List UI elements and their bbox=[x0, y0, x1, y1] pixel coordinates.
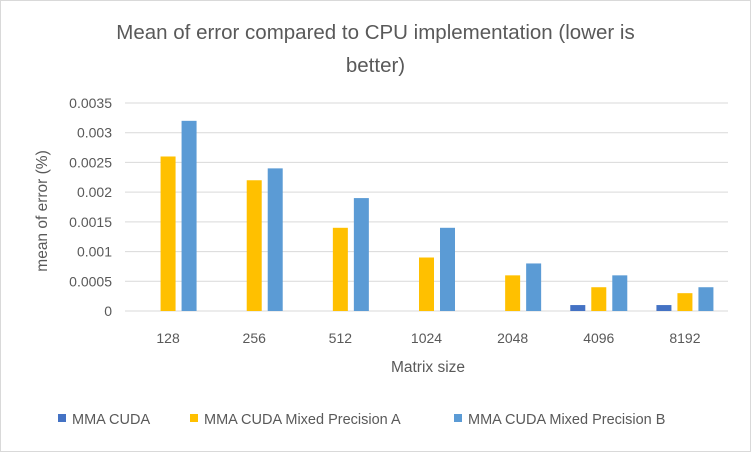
bar bbox=[698, 287, 714, 311]
bars bbox=[160, 120, 714, 311]
legend-label: MMA CUDA Mixed Precision A bbox=[204, 412, 401, 428]
bar bbox=[419, 257, 434, 311]
gridlines bbox=[125, 102, 728, 312]
bar bbox=[570, 305, 586, 311]
y-tick-label: 0.002 bbox=[77, 184, 112, 200]
bar bbox=[656, 305, 672, 311]
bar bbox=[160, 156, 176, 311]
x-tick-label: 1024 bbox=[411, 330, 442, 346]
chart-title-line-2: better) bbox=[345, 54, 406, 77]
y-tick-label: 0.0035 bbox=[69, 95, 112, 111]
bar bbox=[591, 287, 607, 311]
bar bbox=[332, 227, 348, 311]
bar bbox=[526, 263, 542, 311]
bar bbox=[677, 293, 693, 311]
bar bbox=[612, 275, 628, 311]
legend-swatch bbox=[190, 414, 198, 422]
y-tick-label: 0.0005 bbox=[69, 273, 112, 289]
bar bbox=[440, 227, 455, 311]
bar bbox=[246, 180, 262, 311]
x-tick-label: 256 bbox=[243, 330, 267, 346]
x-tick-label: 2048 bbox=[497, 330, 528, 346]
bar bbox=[353, 198, 369, 311]
bar bbox=[267, 168, 283, 311]
chart-title: Mean of error compared to CPU implementa… bbox=[60, 16, 691, 82]
legend-swatch bbox=[454, 414, 462, 422]
y-axis-title: mean of error (%) bbox=[34, 150, 51, 271]
y-tick-label: 0.003 bbox=[77, 125, 112, 141]
x-tick-label: 8192 bbox=[669, 330, 700, 346]
legend-label: MMA CUDA bbox=[72, 412, 150, 428]
legend-swatch bbox=[58, 414, 66, 422]
x-tick-label: 512 bbox=[329, 330, 353, 346]
y-tick-label: 0 bbox=[104, 303, 112, 319]
x-axis-ticks: 128 256 512 1024 2048 4096 8192 bbox=[156, 330, 700, 346]
legend-label: MMA CUDA Mixed Precision B bbox=[468, 412, 665, 428]
y-tick-label: 0.0025 bbox=[69, 154, 112, 170]
chart-title-line-1: Mean of error compared to CPU implementa… bbox=[116, 21, 635, 44]
y-tick-label: 0.001 bbox=[77, 244, 112, 260]
bar bbox=[181, 120, 197, 311]
legend: MMA CUDA MMA CUDA Mixed Precision A MMA CU… bbox=[58, 412, 665, 428]
x-tick-label: 128 bbox=[156, 330, 180, 346]
y-axis-ticks: 0 0.0005 0.001 0.0015 0.002 0.0025 0.003 0.0035 bbox=[69, 95, 112, 319]
y-tick-label: 0.0015 bbox=[69, 214, 112, 230]
x-axis-title: Matrix size bbox=[391, 359, 465, 376]
x-tick-label: 4096 bbox=[583, 330, 614, 346]
bar bbox=[505, 275, 521, 311]
